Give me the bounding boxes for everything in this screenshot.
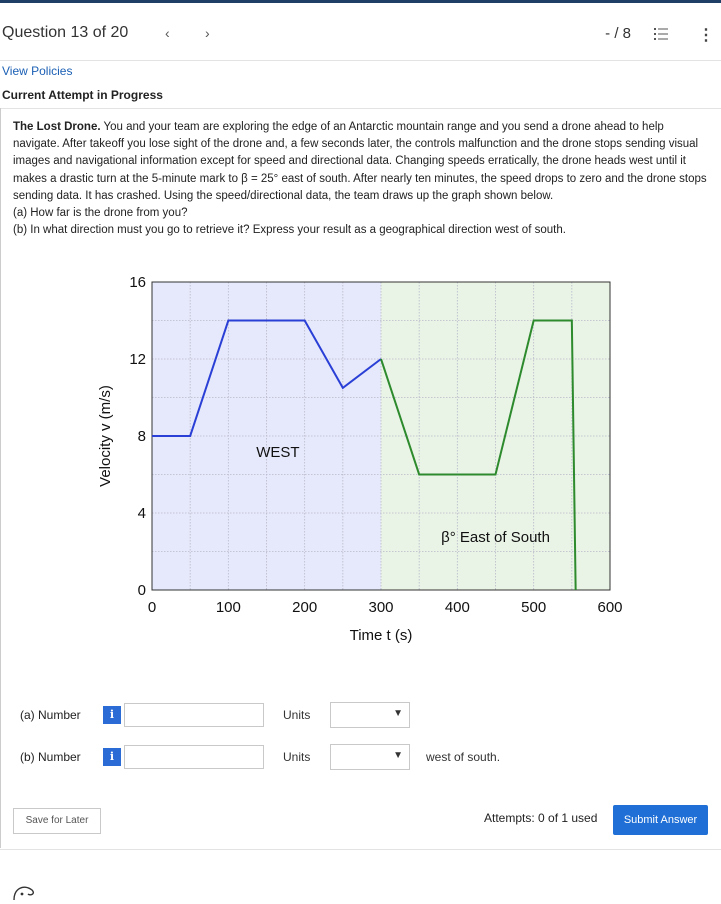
units-a-select[interactable]: ▼ [330, 702, 410, 728]
save-for-later-button[interactable]: Save for Later [13, 808, 101, 834]
attempt-status: Current Attempt in Progress [2, 88, 163, 102]
attempts-counter: Attempts: 0 of 1 used [484, 811, 598, 825]
part-a-question: (a) How far is the drone from you? [13, 207, 188, 220]
answer-b-input[interactable] [124, 745, 264, 769]
chart-series-line [152, 319, 382, 437]
top-accent-bar [0, 0, 721, 3]
info-icon[interactable]: i [103, 706, 121, 724]
problem-statement: The Lost Drone. You and your team are ex… [13, 119, 707, 239]
chevron-down-icon: ▼ [393, 750, 403, 761]
panel-divider [0, 108, 1, 848]
problem-title: The Lost Drone. [13, 121, 101, 133]
question-panel [0, 108, 721, 850]
chevron-left-icon[interactable]: ‹ [165, 25, 170, 41]
x-axis-label: Time t (s) [350, 627, 413, 644]
region-label-east-of-south: β° East of South [441, 529, 550, 546]
chevron-right-icon[interactable]: › [205, 25, 210, 41]
direction-suffix: west of south. [426, 750, 501, 764]
y-tick-label: 0 [138, 582, 146, 599]
chevron-down-icon: ▼ [393, 708, 403, 719]
x-tick-label: 100 [216, 599, 241, 616]
units-a-label: Units [283, 708, 311, 722]
y-tick-label: 16 [129, 274, 146, 291]
x-tick-label: 300 [368, 599, 393, 616]
y-tick-label: 4 [138, 505, 146, 522]
answer-b-label: (b) Number [20, 750, 81, 764]
view-policies-link[interactable]: View Policies [2, 64, 73, 78]
x-tick-label: 500 [521, 599, 546, 616]
y-tick-label: 8 [138, 428, 146, 445]
units-b-label: Units [283, 750, 311, 764]
question-header: Question 13 of 20 ‹ › - / 8 ⋮ [0, 3, 721, 61]
velocity-time-chart: WEST β° East of South 0 100 200 300 400 500 600 0… [97, 274, 623, 644]
avatar [13, 886, 35, 901]
x-tick-label: 400 [445, 599, 470, 616]
region-label-west: WEST [256, 444, 299, 461]
answer-a-label: (a) Number [20, 708, 81, 722]
list-icon[interactable] [654, 27, 668, 41]
answer-a-input[interactable] [124, 703, 264, 727]
y-tick-label: 12 [129, 351, 146, 368]
kebab-menu-icon[interactable]: ⋮ [698, 27, 714, 44]
info-icon[interactable]: i [103, 748, 121, 766]
submit-answer-button[interactable]: Submit Answer [613, 805, 708, 835]
chart-series-line [380, 319, 577, 591]
units-b-select[interactable]: ▼ [330, 744, 410, 770]
problem-body: You and your team are exploring the edge… [13, 121, 707, 202]
x-tick-label: 0 [148, 599, 156, 616]
question-counter: Question 13 of 20 [2, 24, 129, 41]
y-axis-label: Velocity v (m/s) [97, 385, 114, 487]
part-b-question: (b) In what direction must you go to ret… [13, 224, 566, 237]
score-display: - / 8 [605, 25, 631, 42]
x-tick-label: 200 [292, 599, 317, 616]
x-tick-label: 600 [597, 599, 622, 616]
